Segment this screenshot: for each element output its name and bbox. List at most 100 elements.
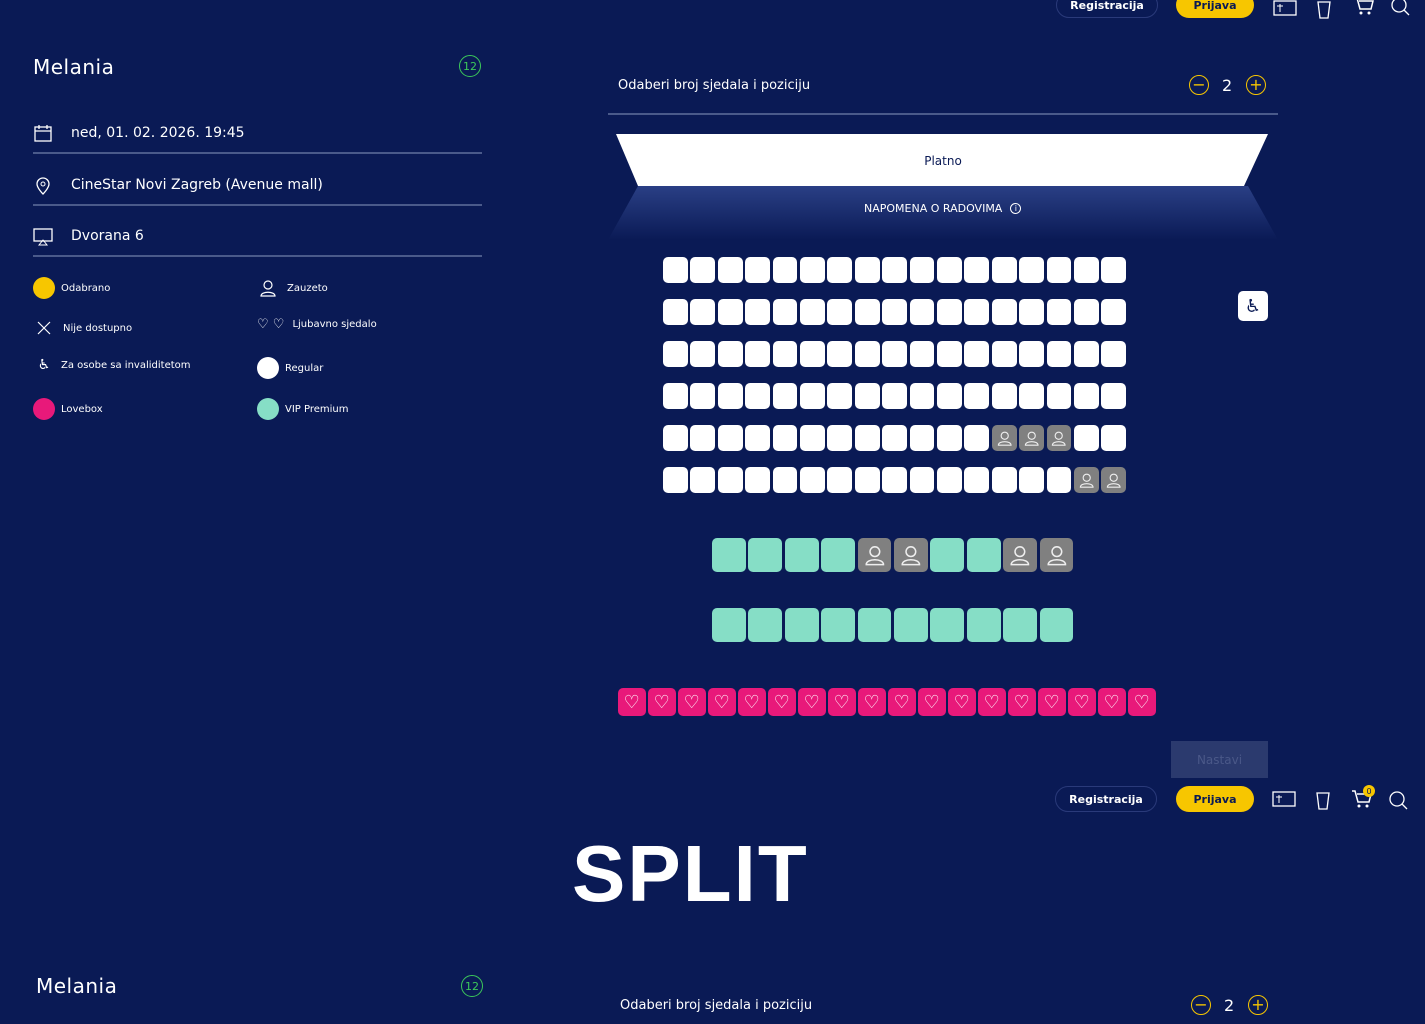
seat-regular[interactable]	[937, 257, 962, 283]
seat-regular[interactable]	[964, 299, 990, 325]
seat-regular[interactable]	[882, 383, 908, 409]
seat-vip[interactable]	[712, 538, 746, 572]
seat-regular[interactable]	[909, 341, 935, 367]
seat-vip[interactable]	[748, 538, 783, 572]
seat-love[interactable]: ♡	[678, 688, 706, 716]
seat-love[interactable]: ♡	[738, 688, 766, 716]
seat-vip[interactable]	[784, 608, 819, 642]
seat-love[interactable]: ♡	[798, 688, 826, 716]
seat-regular[interactable]	[745, 425, 771, 451]
seat-regular[interactable]	[800, 299, 825, 325]
cart-icon[interactable]	[1352, 0, 1376, 18]
seat-regular[interactable]	[800, 257, 825, 283]
seat-regular[interactable]	[745, 299, 771, 325]
seat-regular[interactable]	[964, 425, 990, 451]
seat-regular[interactable]	[1046, 341, 1072, 367]
seat-regular[interactable]	[1101, 341, 1127, 367]
seat-love[interactable]: ♡	[768, 688, 796, 716]
gift-card-icon[interactable]	[1272, 787, 1296, 811]
seat-regular[interactable]	[827, 467, 853, 493]
seat-vip[interactable]	[712, 608, 746, 642]
seat-regular[interactable]	[827, 383, 853, 409]
seat-regular[interactable]	[745, 341, 771, 367]
seat-regular[interactable]	[882, 299, 908, 325]
seat-love[interactable]: ♡	[1068, 688, 1096, 716]
seat-vip[interactable]	[894, 608, 928, 642]
seat-regular[interactable]	[937, 341, 962, 367]
seat-regular[interactable]	[800, 341, 825, 367]
seat-love[interactable]: ♡	[918, 688, 946, 716]
seat-love[interactable]: ♡	[648, 688, 676, 716]
seat-love[interactable]: ♡	[888, 688, 916, 716]
seat-regular[interactable]	[690, 299, 716, 325]
seat-regular[interactable]	[690, 341, 716, 367]
seat-vip[interactable]	[857, 608, 892, 642]
seat-regular[interactable]	[1101, 425, 1127, 451]
seat-regular[interactable]	[991, 257, 1017, 283]
seat-love[interactable]: ♡	[1128, 688, 1156, 716]
seat-regular[interactable]	[745, 467, 771, 493]
seat-regular[interactable]	[717, 257, 743, 283]
continue-button[interactable]: Nastavi	[1171, 741, 1268, 778]
seat-regular[interactable]	[827, 425, 853, 451]
seat-regular[interactable]	[991, 383, 1017, 409]
seat-love[interactable]: ♡	[618, 688, 646, 716]
seat-regular[interactable]	[772, 257, 798, 283]
seat-regular[interactable]	[1019, 341, 1045, 367]
seat-regular[interactable]	[964, 383, 990, 409]
seat-regular[interactable]	[717, 425, 743, 451]
seat-regular[interactable]	[937, 467, 962, 493]
seat-regular[interactable]	[909, 383, 935, 409]
popcorn-icon[interactable]	[1311, 787, 1335, 811]
seat-regular[interactable]	[854, 383, 880, 409]
seat-regular[interactable]	[1074, 383, 1099, 409]
seat-vip[interactable]	[966, 538, 1001, 572]
seat-regular[interactable]	[991, 467, 1017, 493]
seat-regular[interactable]	[1074, 299, 1099, 325]
seat-regular[interactable]	[745, 383, 771, 409]
seat-vip[interactable]	[748, 608, 783, 642]
seat-regular[interactable]	[854, 467, 880, 493]
search-icon[interactable]	[1388, 0, 1412, 18]
seat-regular[interactable]	[717, 383, 743, 409]
seat-regular[interactable]	[1074, 425, 1099, 451]
seat-regular[interactable]	[991, 341, 1017, 367]
seat-regular[interactable]	[827, 299, 853, 325]
seat-regular[interactable]	[909, 425, 935, 451]
seat-love[interactable]: ♡	[1098, 688, 1126, 716]
seat-regular[interactable]	[690, 467, 716, 493]
register-button[interactable]: Registracija	[1056, 0, 1158, 18]
seat-regular[interactable]	[717, 341, 743, 367]
seat-vip[interactable]	[1003, 608, 1038, 642]
seat-regular[interactable]	[1101, 257, 1127, 283]
login-button[interactable]: Prijava	[1176, 0, 1254, 18]
seat-regular[interactable]	[772, 341, 798, 367]
seat-regular[interactable]	[1046, 383, 1072, 409]
seat-regular[interactable]	[690, 383, 716, 409]
seat-regular[interactable]	[1019, 383, 1045, 409]
wheelchair-filter-button[interactable]: ♿	[1238, 291, 1268, 321]
seat-regular[interactable]	[854, 341, 880, 367]
seat-regular[interactable]	[1019, 467, 1045, 493]
seat-regular[interactable]	[772, 299, 798, 325]
seat-regular[interactable]	[827, 257, 853, 283]
seat-regular[interactable]	[854, 299, 880, 325]
search-icon[interactable]	[1386, 788, 1410, 812]
seat-regular[interactable]	[800, 467, 825, 493]
seat-regular[interactable]	[964, 341, 990, 367]
seat-regular[interactable]	[690, 425, 716, 451]
gift-card-icon[interactable]	[1273, 0, 1297, 20]
seat-vip[interactable]	[966, 608, 1001, 642]
seat-regular[interactable]	[1046, 299, 1072, 325]
seat-regular[interactable]	[882, 257, 908, 283]
seat-regular[interactable]	[909, 299, 935, 325]
seat-regular[interactable]	[772, 467, 798, 493]
seat-regular[interactable]	[690, 257, 716, 283]
seat-regular[interactable]	[937, 299, 962, 325]
seat-vip[interactable]	[784, 538, 819, 572]
seat-regular[interactable]	[854, 425, 880, 451]
seat-regular[interactable]	[663, 467, 688, 493]
increase-button[interactable]: +	[1246, 75, 1266, 95]
seat-regular[interactable]	[1074, 341, 1099, 367]
seat-regular[interactable]	[772, 383, 798, 409]
